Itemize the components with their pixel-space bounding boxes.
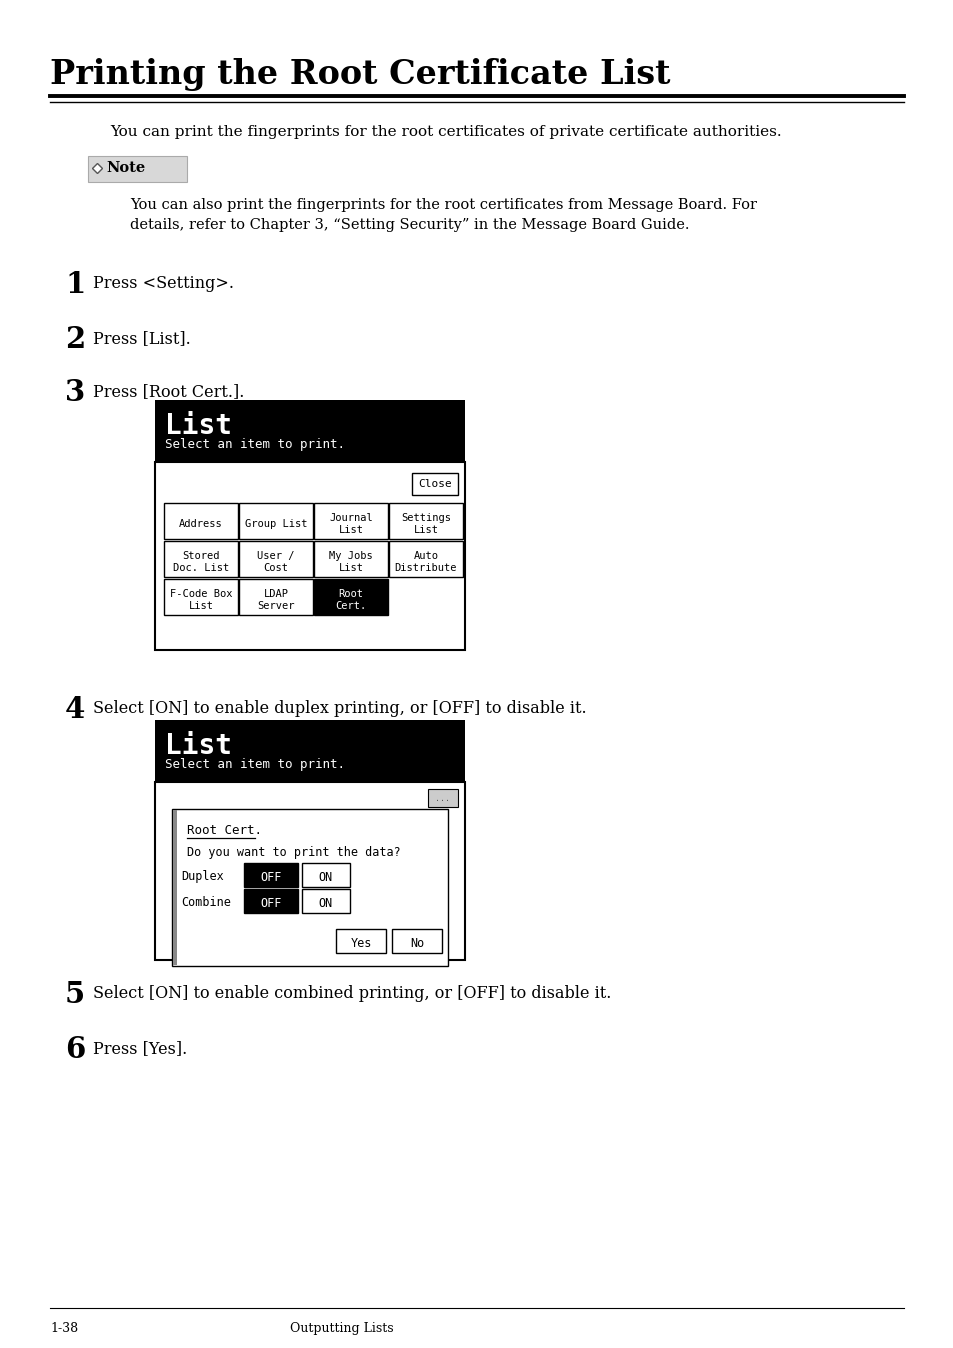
Text: Press [Root Cert.].: Press [Root Cert.]. bbox=[92, 383, 244, 400]
Text: Close: Close bbox=[417, 479, 452, 489]
Text: You can print the fingerprints for the root certificates of private certificate : You can print the fingerprints for the r… bbox=[110, 125, 781, 139]
Text: 6: 6 bbox=[65, 1035, 85, 1064]
FancyBboxPatch shape bbox=[239, 541, 313, 577]
Bar bbox=[172, 810, 177, 965]
Text: 3: 3 bbox=[65, 377, 85, 407]
Text: 4: 4 bbox=[65, 696, 85, 724]
FancyBboxPatch shape bbox=[314, 503, 388, 539]
Text: List: List bbox=[413, 524, 438, 535]
Text: 5: 5 bbox=[65, 980, 85, 1010]
Text: Root Cert.: Root Cert. bbox=[187, 824, 262, 837]
FancyBboxPatch shape bbox=[88, 156, 187, 182]
Text: List: List bbox=[189, 601, 213, 611]
Text: Select [ON] to enable duplex printing, or [OFF] to disable it.: Select [ON] to enable duplex printing, o… bbox=[92, 700, 586, 717]
FancyBboxPatch shape bbox=[239, 580, 313, 615]
Text: List: List bbox=[165, 732, 232, 760]
Text: My Jobs: My Jobs bbox=[329, 551, 373, 561]
Text: Press <Setting>.: Press <Setting>. bbox=[92, 275, 233, 293]
Text: ...: ... bbox=[435, 794, 450, 803]
Text: Do you want to print the data?: Do you want to print the data? bbox=[187, 847, 400, 859]
Text: Note: Note bbox=[106, 160, 145, 175]
Text: Cost: Cost bbox=[263, 563, 288, 573]
FancyBboxPatch shape bbox=[428, 789, 457, 807]
Text: Cert.: Cert. bbox=[335, 601, 366, 611]
Bar bbox=[154, 462, 464, 650]
FancyBboxPatch shape bbox=[164, 580, 237, 615]
Text: 1-38: 1-38 bbox=[50, 1322, 78, 1335]
Text: Stored: Stored bbox=[182, 551, 219, 561]
Text: 2: 2 bbox=[65, 325, 85, 355]
FancyBboxPatch shape bbox=[244, 863, 297, 887]
Text: List: List bbox=[338, 524, 363, 535]
Text: Auto: Auto bbox=[413, 551, 438, 561]
Text: Distribute: Distribute bbox=[395, 563, 456, 573]
Text: Press [List].: Press [List]. bbox=[92, 330, 191, 346]
Text: List: List bbox=[165, 412, 232, 439]
Text: User /: User / bbox=[257, 551, 294, 561]
FancyBboxPatch shape bbox=[392, 929, 441, 953]
FancyBboxPatch shape bbox=[164, 541, 237, 577]
Bar bbox=[154, 400, 464, 462]
Text: No: No bbox=[410, 937, 424, 950]
Text: Journal: Journal bbox=[329, 514, 373, 523]
FancyBboxPatch shape bbox=[389, 541, 462, 577]
Text: F-Code Box: F-Code Box bbox=[170, 589, 232, 599]
Text: 1: 1 bbox=[65, 270, 85, 299]
FancyBboxPatch shape bbox=[302, 863, 350, 887]
FancyBboxPatch shape bbox=[302, 888, 350, 913]
Text: You can also print the fingerprints for the root certificates from Message Board: You can also print the fingerprints for … bbox=[130, 198, 757, 212]
Text: Server: Server bbox=[257, 601, 294, 611]
FancyBboxPatch shape bbox=[164, 503, 237, 539]
FancyBboxPatch shape bbox=[244, 888, 297, 913]
Text: Select an item to print.: Select an item to print. bbox=[165, 438, 345, 452]
FancyBboxPatch shape bbox=[314, 541, 388, 577]
FancyBboxPatch shape bbox=[389, 503, 462, 539]
Text: Address: Address bbox=[179, 519, 223, 528]
FancyBboxPatch shape bbox=[335, 929, 386, 953]
Text: Select [ON] to enable combined printing, or [OFF] to disable it.: Select [ON] to enable combined printing,… bbox=[92, 985, 611, 1002]
Text: Outputting Lists: Outputting Lists bbox=[290, 1322, 394, 1335]
Text: details, refer to Chapter 3, “Setting Security” in the Message Board Guide.: details, refer to Chapter 3, “Setting Se… bbox=[130, 218, 689, 232]
Text: Doc. List: Doc. List bbox=[172, 563, 229, 573]
Text: Combine: Combine bbox=[181, 896, 231, 909]
Bar bbox=[154, 782, 464, 960]
Text: List: List bbox=[338, 563, 363, 573]
Text: Group List: Group List bbox=[245, 519, 307, 528]
FancyBboxPatch shape bbox=[412, 473, 457, 495]
Text: Printing the Root Certificate List: Printing the Root Certificate List bbox=[50, 58, 670, 92]
FancyBboxPatch shape bbox=[239, 503, 313, 539]
FancyBboxPatch shape bbox=[314, 580, 388, 615]
Text: Root: Root bbox=[338, 589, 363, 599]
FancyBboxPatch shape bbox=[172, 809, 448, 967]
Text: Duplex: Duplex bbox=[181, 869, 224, 883]
Text: OFF: OFF bbox=[260, 871, 281, 884]
Text: Select an item to print.: Select an item to print. bbox=[165, 758, 345, 771]
Text: Settings: Settings bbox=[400, 514, 451, 523]
Text: LDAP: LDAP bbox=[263, 589, 288, 599]
Text: Yes: Yes bbox=[350, 937, 372, 950]
Text: ON: ON bbox=[318, 896, 333, 910]
Text: Press [Yes].: Press [Yes]. bbox=[92, 1041, 187, 1057]
Text: OFF: OFF bbox=[260, 896, 281, 910]
Text: ON: ON bbox=[318, 871, 333, 884]
Bar bbox=[154, 720, 464, 782]
